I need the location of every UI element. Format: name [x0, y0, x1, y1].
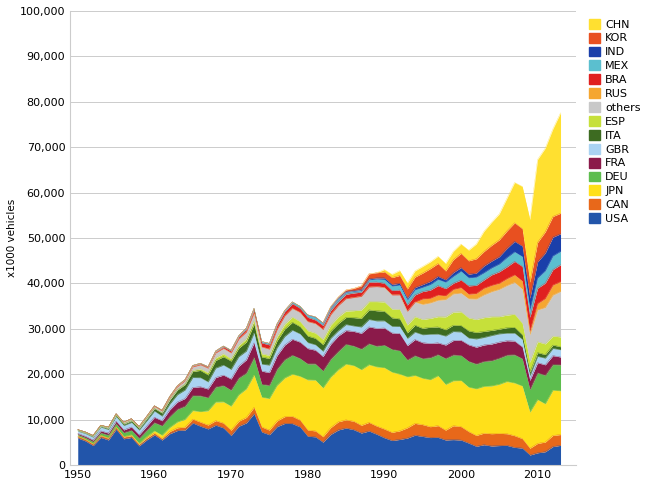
Y-axis label: x1000 vehicles: x1000 vehicles	[7, 199, 17, 277]
Legend: CHN, KOR, IND, MEX, BRA, RUS, others, ESP, ITA, GBR, FRA, DEU, JPN, CAN, USA: CHN, KOR, IND, MEX, BRA, RUS, others, ES…	[586, 17, 643, 226]
